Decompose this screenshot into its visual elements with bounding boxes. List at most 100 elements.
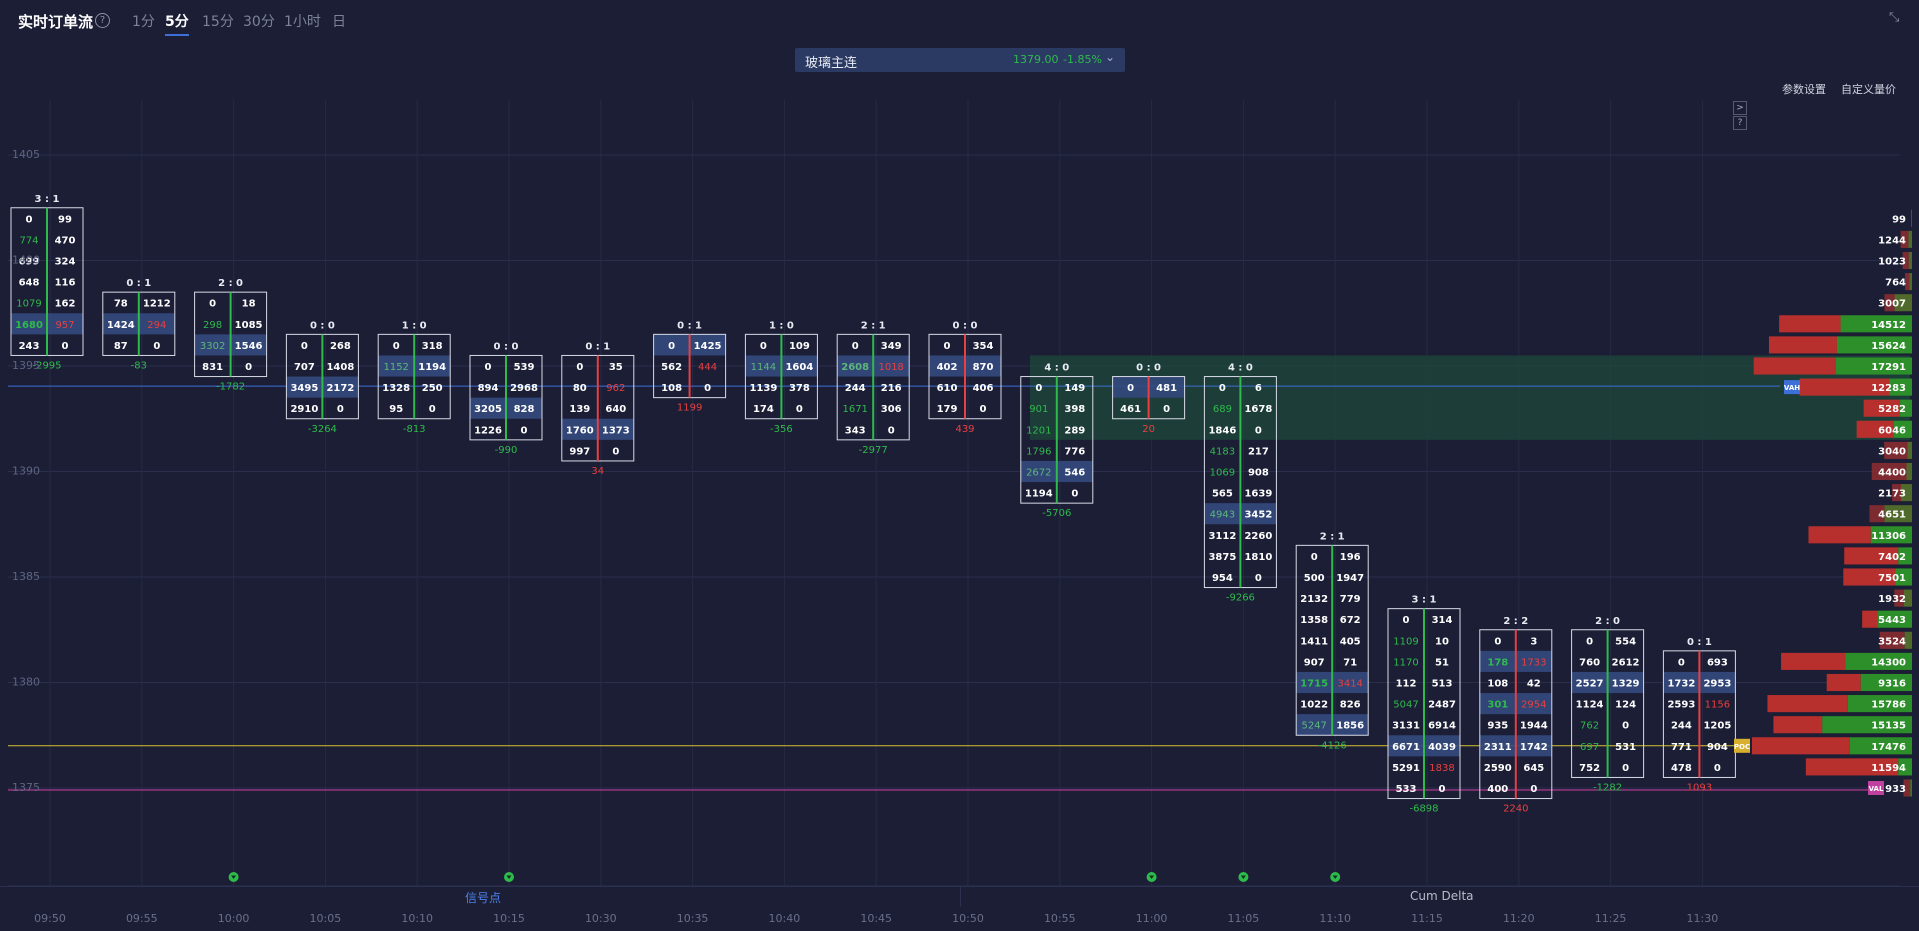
profile-sell-bar — [1844, 547, 1899, 565]
ask-volume: 0 — [1714, 763, 1721, 774]
profile-row: 11306 — [1808, 526, 1912, 544]
profile-sell-bar — [1869, 505, 1885, 523]
bid-volume: 2593 — [1667, 700, 1695, 711]
bid-volume: 2608 — [841, 362, 869, 373]
tab-cum-delta[interactable]: Cum Delta — [1410, 889, 1474, 903]
bid-volume: 752 — [1579, 763, 1600, 774]
y-tick-label: 1385 — [12, 570, 40, 583]
help-button[interactable]: ? — [1733, 116, 1747, 130]
profile-total: 3524 — [1878, 636, 1906, 647]
profile-row: 17291 — [1753, 357, 1912, 375]
bid-volume: 0 — [1494, 636, 1501, 647]
bid-volume: 610 — [937, 383, 958, 394]
bid-volume: 0 — [1678, 657, 1685, 668]
bid-volume: 1139 — [749, 383, 777, 394]
symbol-selector[interactable]: 玻璃主连 1379.00 -1.85% ⌄ — [795, 48, 1125, 72]
ask-volume: 116 — [55, 278, 76, 289]
ask-volume: 1947 — [1336, 573, 1364, 584]
bid-volume: 1109 — [1393, 636, 1418, 647]
x-tick-label: 10:10 — [401, 912, 433, 925]
ask-volume: 1212 — [143, 299, 171, 310]
tab-signal-points[interactable]: 信号点 — [465, 891, 502, 905]
help-icon[interactable]: ? — [95, 13, 110, 28]
ask-volume: 1329 — [1612, 679, 1640, 690]
profile-sell-bar — [1781, 652, 1846, 670]
y-tick-label: 1375 — [12, 781, 40, 794]
ask-volume: 1425 — [694, 341, 722, 352]
candle-delta: -813 — [403, 424, 426, 435]
poc-marker: POC — [1734, 738, 1750, 753]
profile-total: 99 — [1892, 214, 1906, 225]
bid-volume: 1328 — [382, 383, 410, 394]
ask-volume: 826 — [1340, 700, 1361, 711]
profile-buy-bar — [1911, 209, 1912, 227]
ask-volume: 481 — [1156, 383, 1177, 394]
profile-row: 17476 — [1752, 737, 1912, 755]
bid-volume: 1732 — [1667, 679, 1695, 690]
ask-volume: 71 — [1343, 657, 1357, 668]
profile-row: 12283 — [1799, 378, 1912, 396]
collapse-arrows-icon[interactable]: ⤡ — [1889, 10, 1900, 25]
profile-buy-bar — [1822, 716, 1912, 734]
bid-volume: 95 — [389, 404, 403, 415]
x-tick-label: 10:55 — [1044, 912, 1076, 925]
profile-row: 15624 — [1768, 336, 1912, 354]
profile-buy-bar — [1907, 441, 1912, 459]
timeframe-30m[interactable]: 30分 — [243, 14, 275, 30]
candle-delta: -356 — [770, 424, 793, 435]
candle-ratio: 2 : 0 — [218, 278, 243, 289]
profile-sell-bar — [1902, 251, 1909, 270]
ask-volume: 2954 — [1521, 700, 1546, 711]
profile-total: 933 — [1885, 784, 1906, 795]
ask-volume: 1856 — [1336, 721, 1364, 732]
ask-volume: 314 — [1432, 615, 1453, 626]
x-tick-label: 11:30 — [1687, 912, 1719, 925]
candle-delta: -9266 — [1226, 593, 1255, 604]
bid-volume: 179 — [937, 404, 958, 415]
profile-total: 1244 — [1878, 235, 1906, 246]
bid-volume: 243 — [19, 341, 40, 352]
profile-row: 933 — [1885, 779, 1912, 797]
profile-row: 3524 — [1878, 631, 1912, 649]
y-tick-label: 1390 — [12, 465, 40, 478]
timeframe-day[interactable]: 日 — [332, 14, 346, 30]
bid-volume: 689 — [1213, 404, 1232, 415]
profile-total: 12283 — [1871, 383, 1906, 394]
bid-volume: 997 — [569, 446, 590, 457]
bid-volume: 565 — [1212, 489, 1233, 500]
profile-sell-bar — [1892, 484, 1902, 502]
profile-row: 1023 — [1878, 251, 1912, 270]
symbol-change: -1.85% — [1063, 53, 1102, 66]
profile-buy-bar — [1909, 273, 1912, 291]
ask-volume: 196 — [1340, 552, 1361, 563]
bid-volume: 771 — [1671, 742, 1692, 753]
expand-panel-button[interactable]: > — [1733, 101, 1747, 115]
candle-ratio: 3 : 1 — [1412, 595, 1437, 606]
ask-volume: 99 — [58, 214, 72, 225]
ask-volume: 324 — [55, 257, 76, 268]
ask-volume: 10 — [1435, 636, 1449, 647]
x-tick-label: 11:25 — [1595, 912, 1627, 925]
bid-volume: 0 — [26, 214, 33, 225]
bid-volume: 461 — [1120, 404, 1141, 415]
profile-buy-bar — [1903, 589, 1912, 607]
ask-volume: 904 — [1707, 742, 1728, 753]
custom-volume-button[interactable]: 自定义量价 — [1841, 83, 1896, 96]
profile-row: 14300 — [1781, 652, 1912, 670]
profile-total: 7402 — [1878, 552, 1906, 563]
profile-row: 6046 — [1856, 420, 1912, 438]
profile-buy-bar — [1847, 695, 1912, 713]
candle-ratio: 0 : 0 — [310, 320, 335, 331]
timeframe-1h[interactable]: 1小时 — [284, 14, 321, 30]
ask-volume: 0 — [337, 404, 344, 415]
profile-row: 3007 — [1878, 294, 1912, 312]
ask-volume: 398 — [1064, 404, 1085, 415]
params-settings-button[interactable]: 参数设置 — [1782, 83, 1826, 96]
profile-sell-bar — [1767, 695, 1848, 713]
timeframe-1m[interactable]: 1分 — [132, 14, 155, 30]
timeframe-5m[interactable]: 5分 — [165, 11, 189, 36]
timeframe-15m[interactable]: 15分 — [202, 14, 234, 30]
